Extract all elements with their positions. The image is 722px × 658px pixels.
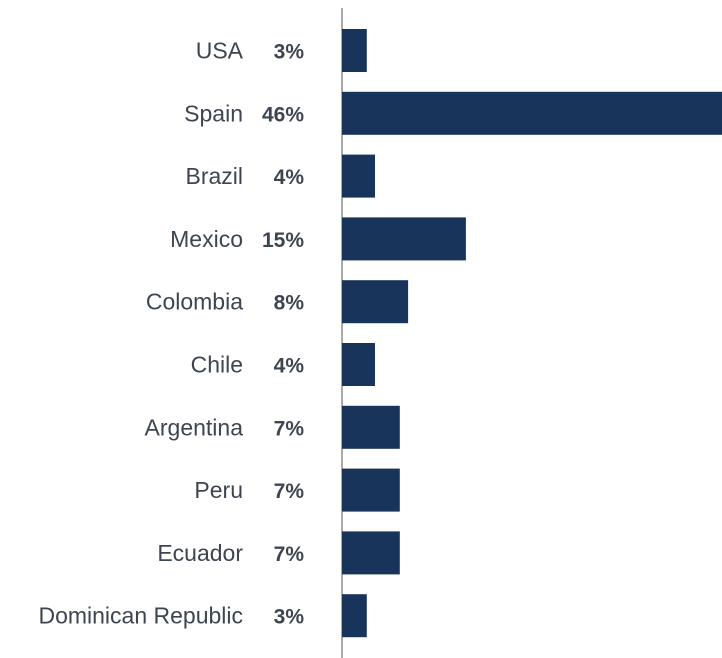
bar-peru <box>342 468 400 512</box>
category-label-ecuador: Ecuador <box>157 540 243 566</box>
category-label-argentina: Argentina <box>145 414 244 440</box>
bar-brazil <box>342 154 375 198</box>
value-label-peru: 7% <box>274 480 305 503</box>
category-label-usa: USA <box>196 38 244 64</box>
value-label-colombia: 8% <box>274 292 305 315</box>
bar-chile <box>342 343 375 386</box>
category-label-spain: Spain <box>184 100 243 126</box>
category-label-dominican-republic: Dominican Republic <box>38 603 243 629</box>
value-label-ecuador: 7% <box>274 543 305 566</box>
bar-dominican-republic <box>342 594 367 638</box>
value-label-usa: 3% <box>274 41 305 64</box>
category-label-chile: Chile <box>191 352 243 378</box>
bar-ecuador <box>342 531 400 575</box>
value-label-dominican-republic: 3% <box>274 606 305 629</box>
labels-group: 3% USA 46% Spain 4% Brazil 15% Mexico 8% Colombia… <box>38 38 304 629</box>
bar-colombia <box>342 280 409 324</box>
bar-spain <box>342 91 722 135</box>
category-label-mexico: Mexico <box>170 226 243 252</box>
bar-mexico <box>342 217 466 261</box>
value-label-argentina: 7% <box>274 417 305 440</box>
category-label-colombia: Colombia <box>146 289 243 315</box>
value-label-mexico: 15% <box>262 229 304 252</box>
bars-group <box>342 29 722 638</box>
category-label-brazil: Brazil <box>185 163 243 189</box>
bar-usa <box>342 29 367 72</box>
bar-argentina <box>342 405 400 449</box>
value-label-chile: 4% <box>274 355 305 378</box>
value-label-brazil: 4% <box>274 166 305 189</box>
category-label-peru: Peru <box>194 477 243 503</box>
value-label-spain: 46% <box>262 103 304 126</box>
